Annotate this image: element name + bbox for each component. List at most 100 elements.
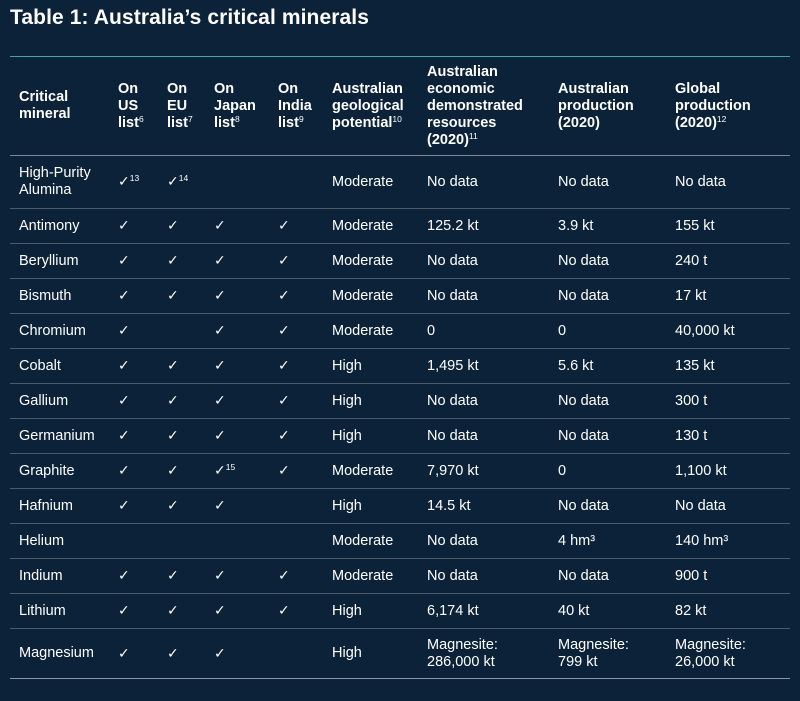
checkmark-icon: ✓ xyxy=(167,173,179,189)
australian-production-cell-text: 0 xyxy=(558,462,567,479)
japan-list-cell: ✓ xyxy=(205,593,269,629)
global-production-cell-text: 140 hm³ xyxy=(675,532,729,549)
india-list-cell xyxy=(269,488,323,524)
australian-production-cell: 0 xyxy=(549,453,666,489)
australian-production-cell-text: 5.6 kt xyxy=(558,357,594,374)
mineral-name-cell-text: Hafnium xyxy=(19,497,73,514)
column-header-label: Australian production (2020) xyxy=(558,80,634,131)
mineral-name-cell-text: Magnesium xyxy=(19,645,94,661)
mineral-name-cell-text: Gallium xyxy=(19,392,69,409)
global-production-cell-text: 17 kt xyxy=(675,287,707,304)
geological-potential-cell-text: Moderate xyxy=(332,567,394,584)
geological-potential-cell: High xyxy=(323,383,418,419)
resources-cell-text: No data xyxy=(427,427,478,444)
geological-potential-cell: Moderate xyxy=(323,523,418,559)
us-list-cell: ✓ xyxy=(109,243,158,279)
resources-cell: No data xyxy=(418,243,549,279)
us-list-cell: ✓ xyxy=(109,383,158,419)
eu-list-cell: ✓ xyxy=(158,558,205,594)
global-production-cell-text: No data xyxy=(675,173,726,190)
global-production-cell: 130 t xyxy=(666,418,790,454)
checkmark-icon: ✓ xyxy=(214,287,226,303)
japan-list-cell: ✓ xyxy=(205,278,269,314)
japan-list-cell: ✓15 xyxy=(205,453,269,489)
geological-potential-cell: Moderate xyxy=(323,313,418,349)
resources-cell-text: 1,495 kt xyxy=(427,357,479,374)
table-row: Cobalt ✓ ✓ ✓ ✓ High 1,495 kt 5.6 kt 135 kt xyxy=(10,348,790,384)
footnote-ref: 12 xyxy=(716,113,727,124)
checkmark-icon: ✓ xyxy=(167,497,179,513)
checkmark-icon: ✓ xyxy=(214,644,226,661)
checkmark-icon: ✓ xyxy=(167,644,179,661)
title-divider xyxy=(10,56,790,57)
eu-list-cell: ✓ xyxy=(158,383,205,419)
india-list-cell xyxy=(269,628,323,679)
geological-potential-cell-text: High xyxy=(332,392,362,409)
resources-cell-text: Magnesite: 286,000 kt xyxy=(427,636,498,670)
mineral-name-cell: Cobalt xyxy=(10,348,109,384)
australian-production-cell-text: No data xyxy=(558,173,609,190)
global-production-cell: 135 kt xyxy=(666,348,790,384)
checkmark-icon: ✓ xyxy=(214,602,226,618)
us-list-cell: ✓ xyxy=(109,313,158,349)
mineral-name-cell-text: Bismuth xyxy=(19,287,72,304)
checkmark-icon: ✓ xyxy=(214,357,226,373)
checkmark-icon: ✓ xyxy=(214,427,226,443)
us-list-cell: ✓ xyxy=(109,348,158,384)
critical-minerals-table: Critical mineral On US list6 On EU list7 On… xyxy=(10,57,790,679)
mineral-name-cell: High-Purity Alumina xyxy=(10,155,109,209)
mineral-name-cell: Lithium xyxy=(10,593,109,629)
australian-production-cell-text: 0 xyxy=(558,322,567,339)
geological-potential-cell: Moderate xyxy=(323,208,418,244)
mineral-name-cell-text: Lithium xyxy=(19,602,66,619)
footnote-ref: 7 xyxy=(187,113,193,124)
resources-cell-text: No data xyxy=(427,252,478,269)
australian-production-cell: 40 kt xyxy=(549,593,666,629)
checkmark-icon: ✓ xyxy=(167,567,179,583)
geological-potential-cell: High xyxy=(323,593,418,629)
table-row: Chromium ✓ ✓ ✓ Moderate 0 0 40,000 kt xyxy=(10,313,790,349)
global-production-cell: 300 t xyxy=(666,383,790,419)
eu-list-cell: ✓ xyxy=(158,278,205,314)
checkmark-icon: ✓ xyxy=(167,357,179,373)
column-header-label: On India list xyxy=(278,80,312,131)
global-production-cell: 82 kt xyxy=(666,593,790,629)
global-production-cell-text: 82 kt xyxy=(675,602,707,619)
australian-production-cell-text: No data xyxy=(558,252,609,269)
geological-potential-cell: Moderate xyxy=(323,278,418,314)
resources-cell: No data xyxy=(418,278,549,314)
global-production-cell-text: 900 t xyxy=(675,567,708,584)
india-list-cell: ✓ xyxy=(269,348,323,384)
global-production-cell: No data xyxy=(666,155,790,209)
footnote-ref: 13 xyxy=(129,173,140,183)
column-header: Australian geological potential10 xyxy=(323,57,418,156)
column-header-label: Australian geological potential xyxy=(332,80,404,131)
mineral-name-cell: Gallium xyxy=(10,383,109,419)
table-body: High-Purity Alumina ✓13 ✓14 Moderate No data… xyxy=(10,155,790,679)
geological-potential-cell-text: Moderate xyxy=(332,173,394,190)
checkmark-icon: ✓ xyxy=(118,287,130,303)
checkmark-icon: ✓ xyxy=(118,644,130,661)
resources-cell: No data xyxy=(418,418,549,454)
table-row: Lithium ✓ ✓ ✓ ✓ High 6,174 kt 40 kt 82 kt xyxy=(10,593,790,629)
resources-cell: 125.2 kt xyxy=(418,208,549,244)
resources-cell-text: No data xyxy=(427,567,478,584)
japan-list-cell: ✓ xyxy=(205,243,269,279)
australian-production-cell-text: No data xyxy=(558,567,609,584)
australian-production-cell-text: 4 hm³ xyxy=(558,532,596,549)
australian-production-cell: 5.6 kt xyxy=(549,348,666,384)
table-row: Helium Moderate No data 4 hm³ 140 hm³ xyxy=(10,523,790,559)
resources-cell: No data xyxy=(418,558,549,594)
australian-production-cell-text: 40 kt xyxy=(558,602,590,619)
geological-potential-cell: Moderate xyxy=(323,558,418,594)
resources-cell-text: No data xyxy=(427,392,478,409)
japan-list-cell: ✓ xyxy=(205,348,269,384)
footnote-ref: 8 xyxy=(234,113,240,124)
global-production-cell-text: 40,000 kt xyxy=(675,322,735,339)
us-list-cell: ✓ xyxy=(109,628,158,679)
australian-production-cell: 3.9 kt xyxy=(549,208,666,244)
geological-potential-cell: High xyxy=(323,628,418,679)
mineral-name-cell-text: Helium xyxy=(19,532,65,549)
geological-potential-cell-text: Moderate xyxy=(332,532,394,549)
checkmark-icon: ✓ xyxy=(214,217,226,233)
